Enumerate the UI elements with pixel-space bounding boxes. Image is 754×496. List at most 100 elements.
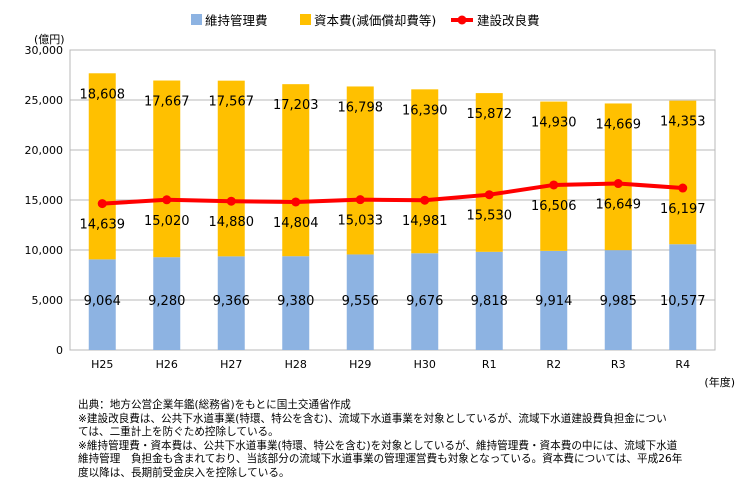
construction-cost-label: 14,880 bbox=[209, 215, 255, 230]
legend-label: 維持管理費 bbox=[205, 13, 268, 28]
x-tick-label: R1 bbox=[482, 358, 497, 371]
construction-cost-label: 16,506 bbox=[531, 199, 577, 214]
x-tick-label: H29 bbox=[349, 358, 371, 371]
construction-cost-label: 16,197 bbox=[660, 202, 706, 217]
x-tick-label: H30 bbox=[414, 358, 436, 371]
maintenance-cost-label: 9,064 bbox=[84, 294, 121, 309]
capital-cost-label: 17,667 bbox=[144, 95, 190, 110]
plot-frame bbox=[69, 49, 716, 351]
capital-cost-bar bbox=[604, 103, 632, 251]
x-axis-ticks: H25 H26 H27 H28 H29 H30 R1 R2 R3 R4 bbox=[91, 358, 690, 371]
construction-cost-polyline bbox=[102, 181, 683, 206]
capital-cost-bar bbox=[669, 100, 697, 245]
maintenance-cost-bar bbox=[153, 257, 181, 350]
capital-cost-label: 18,608 bbox=[80, 87, 126, 102]
capital-cost-label: 14,930 bbox=[531, 116, 577, 131]
data-labels: 9,064 18,608 9,280 17,667 9,366 17,567 9,380 17… bbox=[80, 87, 706, 309]
maintenance-cost-label: 9,985 bbox=[600, 294, 637, 309]
note-line: 度以降は、長期前受金戻入を控除している。 bbox=[78, 466, 290, 479]
capital-cost-bar bbox=[153, 80, 181, 258]
capital-cost-bar bbox=[346, 86, 374, 255]
construction-cost-point bbox=[162, 195, 172, 205]
construction-cost-line bbox=[97, 179, 688, 209]
construction-cost-point bbox=[355, 195, 365, 205]
legend-marker bbox=[457, 15, 467, 25]
construction-cost-label: 15,530 bbox=[467, 209, 513, 224]
legend-label: 資本費(減価償却費等) bbox=[314, 13, 436, 28]
maintenance-cost-bar bbox=[475, 251, 503, 350]
y-tick-label: 25,000 bbox=[25, 94, 64, 107]
capital-cost-label: 16,390 bbox=[402, 103, 448, 118]
capital-cost-label: 14,669 bbox=[596, 117, 642, 132]
maintenance-cost-label: 9,818 bbox=[471, 294, 508, 309]
legend-swatch bbox=[191, 14, 202, 25]
maintenance-cost-bar bbox=[411, 253, 439, 350]
notes: 出典：地方公営企業年鑑(総務省)をもとに国土交通省作成 ※建設改良費は、公共下水… bbox=[78, 399, 718, 481]
construction-cost-point bbox=[549, 180, 559, 190]
maintenance-cost-label: 9,380 bbox=[277, 294, 314, 309]
maintenance-cost-bar bbox=[669, 244, 697, 350]
maintenance-cost-bar bbox=[540, 250, 568, 350]
maintenance-cost-bar bbox=[217, 256, 245, 350]
maintenance-cost-label: 9,676 bbox=[406, 294, 443, 309]
bars bbox=[88, 73, 697, 350]
x-axis-title: (年度) bbox=[704, 375, 735, 389]
maintenance-cost-label: 9,280 bbox=[148, 294, 185, 309]
capital-cost-label: 14,353 bbox=[660, 115, 706, 130]
note-source: 出典：地方公営企業年鑑(総務省)をもとに国土交通省作成 bbox=[78, 399, 351, 411]
capital-cost-bar bbox=[411, 89, 439, 254]
construction-cost-point bbox=[226, 196, 236, 206]
y-tick-label: 20,000 bbox=[25, 144, 64, 157]
y-tick-label: 15,000 bbox=[25, 194, 64, 207]
y-axis-ticks: 0 5,000 10,000 15,000 20,000 25,000 30,000 bbox=[25, 44, 64, 357]
y-tick-label: 5,000 bbox=[32, 294, 64, 307]
x-tick-label: H25 bbox=[91, 358, 113, 371]
x-tick-label: H28 bbox=[285, 358, 307, 371]
maintenance-cost-label: 9,556 bbox=[342, 294, 379, 309]
maintenance-cost-bar bbox=[88, 259, 116, 350]
y-tick-label: 30,000 bbox=[25, 44, 64, 57]
construction-cost-point bbox=[484, 190, 494, 200]
x-tick-label: R2 bbox=[546, 358, 561, 371]
construction-cost-label: 16,649 bbox=[596, 198, 642, 213]
capital-cost-bar bbox=[475, 93, 503, 252]
capital-cost-label: 16,798 bbox=[338, 100, 384, 115]
construction-cost-label: 15,020 bbox=[144, 214, 190, 229]
x-tick-label: R4 bbox=[675, 358, 690, 371]
x-tick-label: R3 bbox=[611, 358, 626, 371]
capital-cost-bar bbox=[282, 84, 310, 257]
capital-cost-bar bbox=[217, 80, 245, 257]
capital-cost-label: 17,567 bbox=[209, 95, 255, 110]
maintenance-cost-label: 9,914 bbox=[535, 294, 572, 309]
legend-swatch bbox=[300, 14, 311, 25]
construction-cost-point bbox=[678, 183, 688, 193]
capital-cost-bar bbox=[88, 73, 116, 260]
x-tick-label: H26 bbox=[156, 358, 178, 371]
note-line: ※建設改良費は、公共下水道事業(特環、特公を含む)、流域下水道事業を対象としてい… bbox=[78, 412, 667, 425]
y-axis-title: (億円) bbox=[34, 33, 65, 46]
construction-cost-point bbox=[613, 179, 623, 189]
maintenance-cost-bar bbox=[346, 254, 374, 350]
construction-cost-label: 14,981 bbox=[402, 214, 448, 229]
capital-cost-label: 15,872 bbox=[467, 107, 513, 122]
note-line: ※維持管理費・資本費は、公共下水道事業(特環、特公を含む)を対象としているが、維… bbox=[78, 439, 678, 452]
x-tick-label: H27 bbox=[220, 358, 242, 371]
maintenance-cost-bar bbox=[282, 256, 310, 350]
note-line: 維持管理 負担金も含まれており、当該部分の流域下水道事業の管理運営費も対象となっ… bbox=[78, 453, 683, 466]
maintenance-cost-bar bbox=[604, 250, 632, 350]
capital-cost-bar bbox=[540, 101, 568, 251]
legend-label: 建設改良費 bbox=[477, 13, 540, 28]
construction-cost-label: 14,639 bbox=[80, 218, 126, 233]
chart: 維持管理費 資本費(減価償却費等) 建設改良費 (億円) 0 5,000 10,000 1… bbox=[25, 13, 736, 389]
capital-cost-label: 17,203 bbox=[273, 98, 319, 113]
legend: 維持管理費 資本費(減価償却費等) 建設改良費 bbox=[191, 13, 540, 28]
note-line: ては、二重計上を防ぐため控除している。 bbox=[78, 426, 279, 439]
construction-cost-label: 14,804 bbox=[273, 216, 319, 231]
maintenance-cost-label: 10,577 bbox=[660, 294, 706, 309]
maintenance-cost-label: 9,366 bbox=[213, 294, 250, 309]
construction-cost-point bbox=[97, 199, 107, 209]
y-tick-label: 10,000 bbox=[25, 244, 64, 257]
y-tick-label: 0 bbox=[56, 344, 63, 357]
construction-cost-point bbox=[420, 195, 430, 205]
construction-cost-point bbox=[291, 197, 301, 207]
